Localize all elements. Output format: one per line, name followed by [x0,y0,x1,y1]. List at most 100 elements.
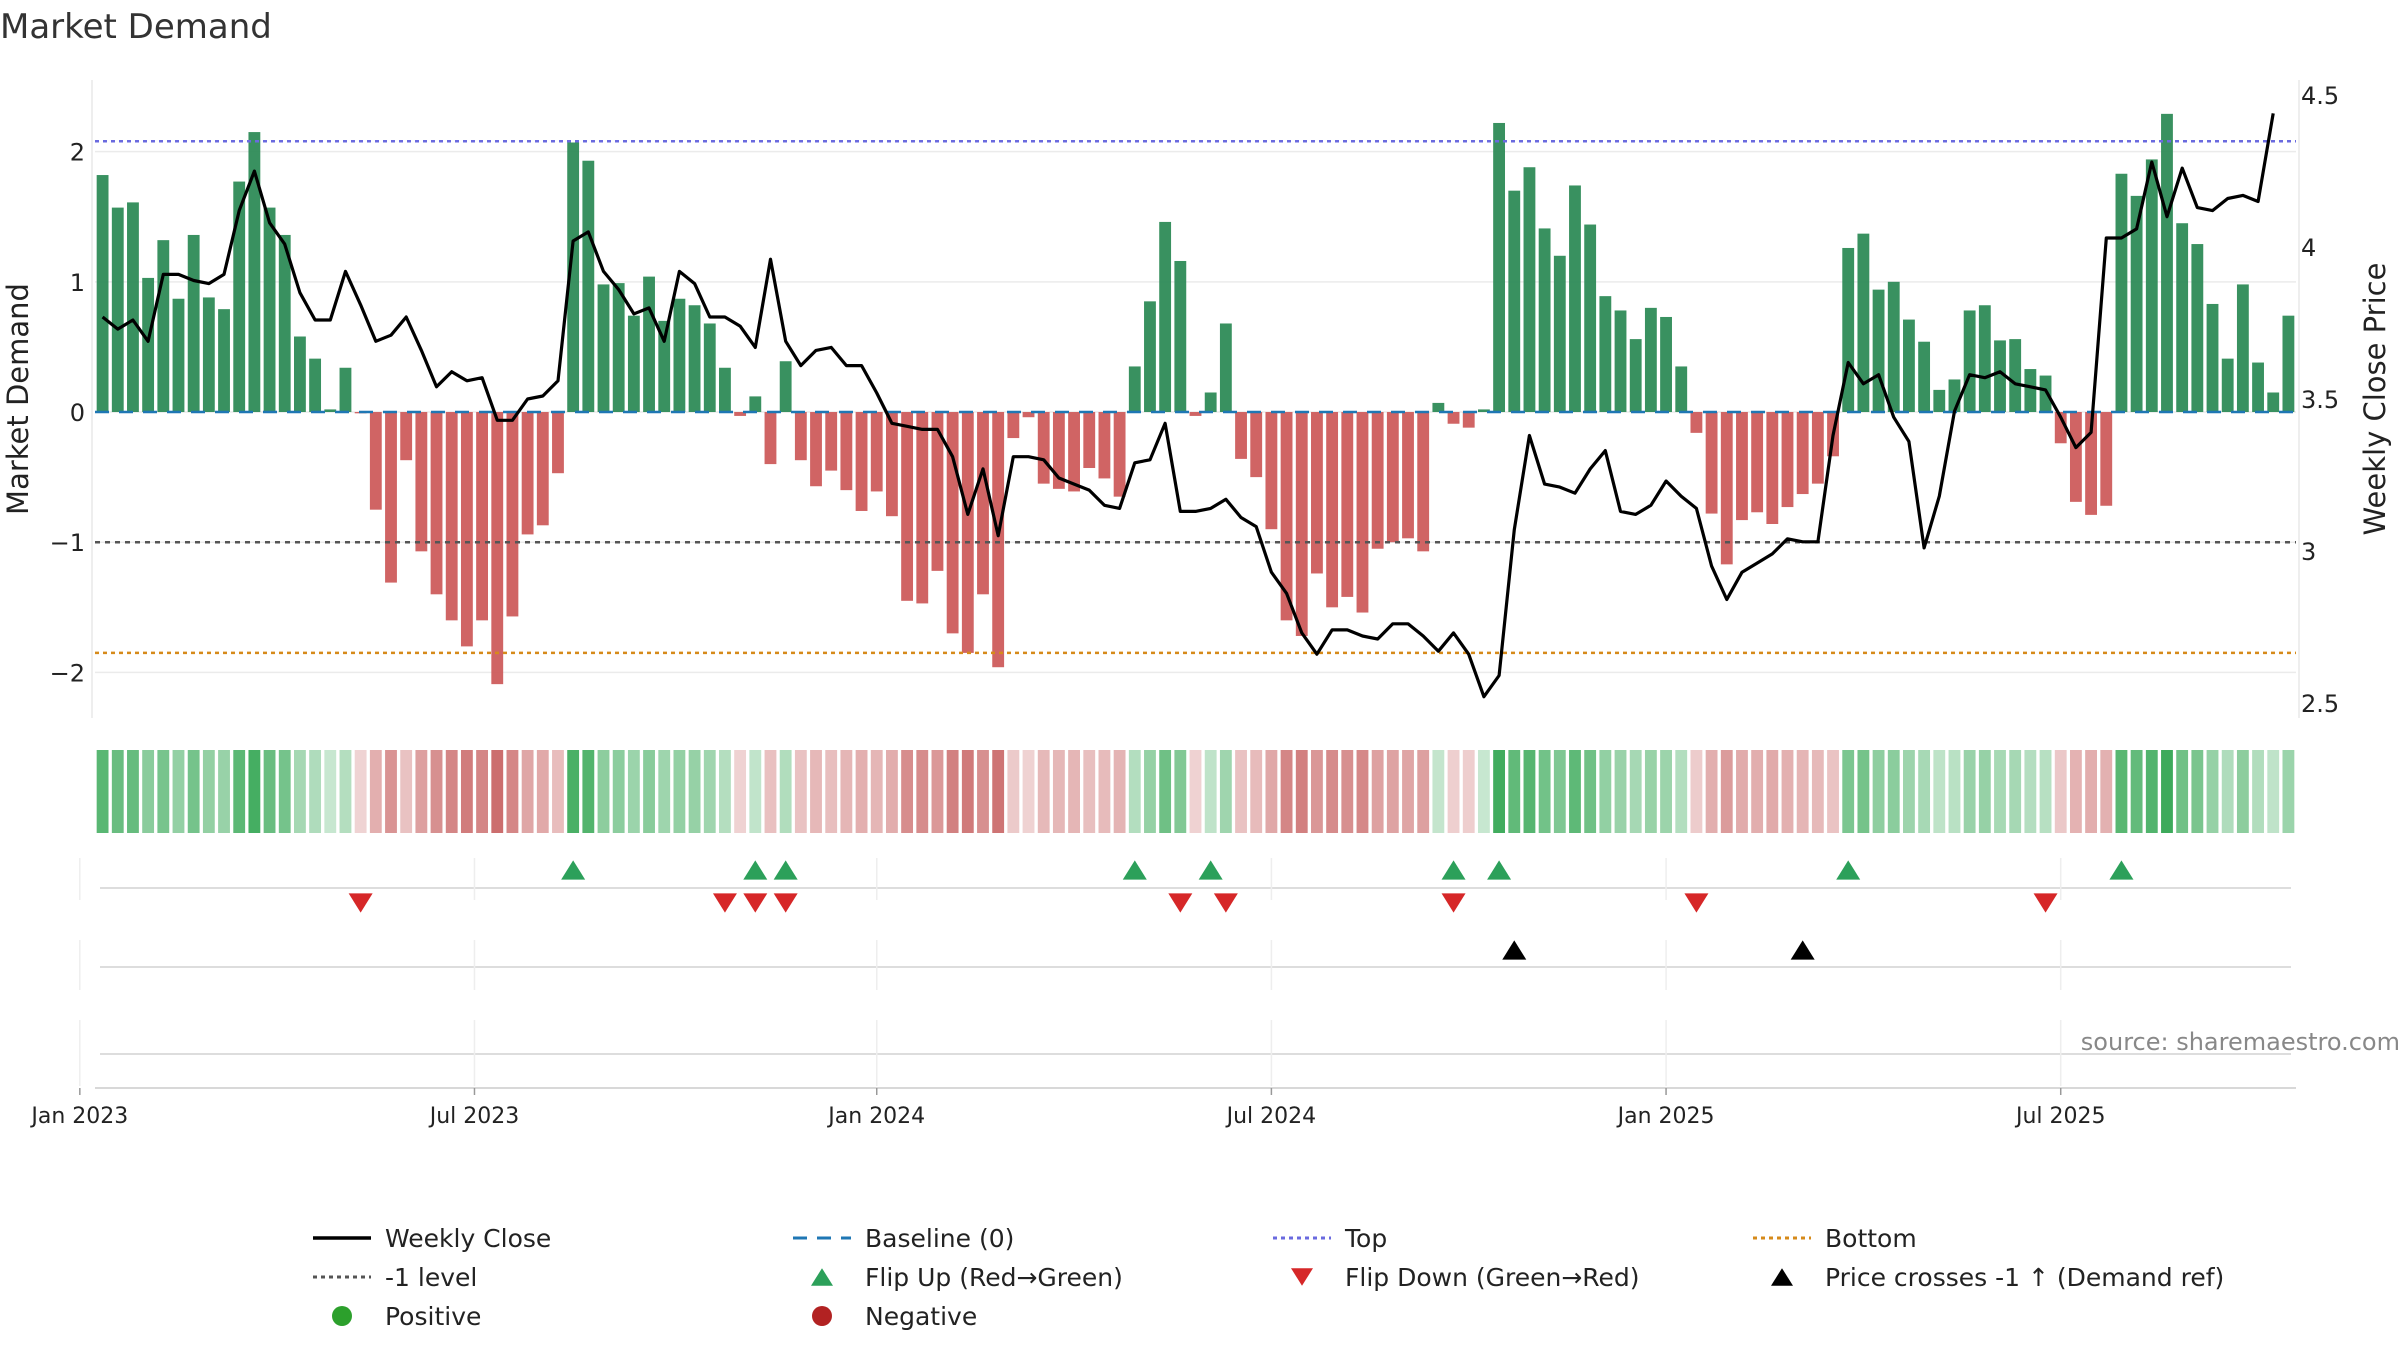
bar-positive [597,284,610,413]
bar-positive [1872,289,1885,413]
right-tick-label: 4.5 [2301,82,2339,110]
flip-down-marker [1684,893,1709,913]
bar-negative [810,412,822,487]
heat-cell-negative [825,750,838,833]
bar-negative [1037,412,1050,484]
bar-negative [1295,412,1308,636]
heat-cell-positive [187,750,200,833]
price-cross-marker [1790,940,1815,960]
heat-cell-positive [339,750,352,833]
bar-negative [385,412,397,583]
bar-positive [2176,223,2189,413]
legend-item-price-crosses-1-demand-ref: Price crosses -1 ↑ (Demand ref) [1771,1263,2224,1292]
heat-cell-positive [1614,750,1627,833]
legend-label: Flip Up (Red→Green) [865,1263,1123,1292]
heat-cell-positive [673,750,686,833]
bar-positive [2024,369,2037,413]
heat-cell-negative [2054,750,2067,833]
heat-cell-negative [506,750,519,833]
heat-cell-negative [810,750,822,833]
bar-positive [1599,296,1612,413]
bar-negative [1781,412,1794,508]
bar-positive [1948,379,1961,413]
flip-up-marker [2109,860,2134,880]
bar-negative [430,412,443,595]
bar-positive [309,358,322,413]
bar-negative [1280,412,1293,621]
bar-positive [1204,392,1217,413]
flip-down-marker [773,893,798,913]
heat-cell-positive [2236,750,2249,833]
heat-cell-negative [1083,750,1096,833]
heat-cell-negative [552,750,564,833]
bar-negative [961,412,974,653]
bar-positive [627,315,640,413]
bar-negative [992,412,1005,668]
flip-up-marker [773,860,798,880]
heat-cell-positive [1128,750,1141,833]
heat-cell-positive [1477,750,1490,833]
heat-cell-negative [1189,750,1202,833]
bar-positive [339,367,352,413]
bar-negative [1402,412,1414,539]
heat-cell-negative [1402,750,1414,833]
legend-label: -1 level [385,1263,477,1292]
heat-cell-negative [992,750,1005,833]
bar-positive [1477,409,1490,413]
bar-negative [1796,412,1809,495]
bar-positive [1978,305,1991,413]
legend-swatch [811,1268,833,1286]
heat-cell-positive [1599,750,1612,833]
heat-cell-negative [1462,750,1475,833]
heat-cell-positive [2267,750,2280,833]
bar-positive [688,305,701,413]
heat-cell-negative [1417,750,1430,833]
heat-cell-positive [233,750,246,833]
heat-cell-negative [491,750,504,833]
bar-positive [2145,159,2158,413]
legend-label: Flip Down (Green→Red) [1345,1263,1640,1292]
right-tick-label: 3 [2301,538,2316,566]
heat-cell-positive [142,750,155,833]
heat-cell-positive [1842,750,1855,833]
heat-cell-positive [1903,750,1915,833]
heat-cell-positive [1963,750,1976,833]
heat-cell-positive [248,750,261,833]
bar-negative [506,412,519,617]
heat-cell-negative [1811,750,1824,833]
bar-negative [491,412,504,685]
heat-cell-positive [1644,750,1657,833]
bar-positive [673,298,686,413]
heat-cell-positive [1432,750,1445,833]
heat-cell-positive [2024,750,2037,833]
bar-positive [779,361,792,413]
legend-label: Positive [385,1302,481,1331]
heat-cell-negative [1705,750,1718,833]
heat-cell-positive [1994,750,2006,833]
heat-cell-positive [779,750,792,833]
heat-cell-positive [643,750,655,833]
heat-cell-negative [1068,750,1080,833]
heat-cell-negative [476,750,488,833]
bar-positive [1523,167,1536,413]
bar-positive [1432,402,1445,413]
bar-positive [172,298,185,413]
bar-positive [2282,315,2295,413]
heat-cell-negative [2085,750,2097,833]
heat-cell-positive [1978,750,1991,833]
bar-negative [825,412,838,471]
bar-positive [111,207,124,413]
legend-item-negative: Negative [812,1302,977,1331]
heat-cell-negative [1341,750,1354,833]
bar-positive [1144,301,1156,413]
bar-positive [1569,185,1581,413]
bar-positive [1918,341,1931,413]
legend-label: Negative [865,1302,977,1331]
heat-cell-negative [931,750,944,833]
bar-positive [2267,392,2280,413]
heat-cell-negative [1265,750,1278,833]
heat-cell-positive [1857,750,1870,833]
bar-negative [1326,412,1339,608]
heat-cell-positive [2191,750,2204,833]
heat-cell-positive [582,750,595,833]
